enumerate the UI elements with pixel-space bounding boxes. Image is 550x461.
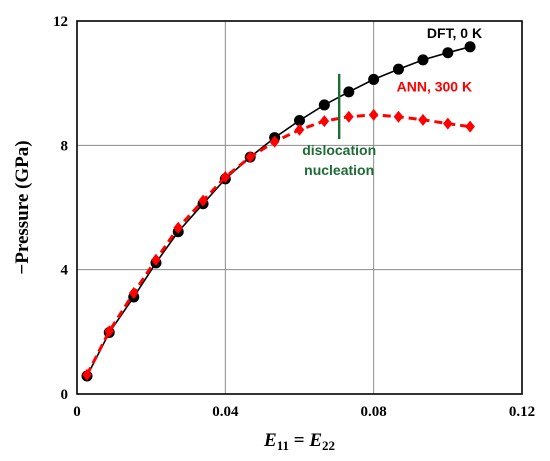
- y-tick-labels: 0 4 8 12: [53, 14, 69, 403]
- annotation-line-2: nucleation: [304, 162, 374, 178]
- x-tick-label: 0.12: [509, 404, 535, 420]
- data-point: [294, 123, 305, 136]
- data-point: [269, 135, 280, 148]
- y-tick-label: 8: [61, 138, 69, 154]
- grid: [77, 21, 522, 394]
- data-point: [173, 221, 184, 234]
- data-point: [198, 194, 208, 207]
- series-layer: [81, 41, 476, 382]
- plot-frame: [76, 20, 523, 395]
- x-tick-labels: 0 0.04 0.08 0.12: [73, 404, 535, 420]
- series-line: [86, 46, 471, 377]
- data-point: [319, 115, 330, 128]
- data-point: [417, 54, 429, 66]
- series-ann: [82, 108, 475, 381]
- data-point: [464, 41, 476, 53]
- data-point: [393, 110, 404, 123]
- annotation-line-1: dislocation: [302, 142, 376, 158]
- data-point: [343, 86, 355, 98]
- data-point: [82, 368, 92, 381]
- data-point: [104, 325, 115, 338]
- y-axis-label: −Pressure (GPa): [12, 140, 33, 274]
- data-point: [245, 151, 255, 164]
- data-point: [294, 114, 305, 126]
- data-point: [151, 253, 161, 266]
- data-point: [344, 110, 354, 123]
- x-axis-label: E11 = E22: [263, 430, 335, 453]
- y-tick-label: 0: [61, 387, 69, 403]
- data-point: [393, 63, 405, 75]
- legend-dft: DFT, 0 K: [427, 25, 482, 41]
- data-point: [128, 286, 139, 299]
- data-point: [368, 73, 380, 85]
- data-point: [465, 120, 475, 133]
- x-tick-label: 0.04: [212, 404, 239, 420]
- data-point: [318, 99, 330, 111]
- x-tick-label: 0.08: [361, 404, 387, 420]
- y-tick-label: 4: [61, 263, 69, 279]
- series-line: [85, 113, 471, 376]
- data-point: [418, 113, 428, 126]
- data-point: [220, 171, 231, 184]
- legend-ann: ANN, 300 K: [397, 79, 472, 95]
- y-tick-label: 12: [53, 14, 68, 30]
- data-point: [368, 108, 379, 121]
- data-point: [443, 117, 453, 130]
- x-tick-label: 0: [73, 404, 81, 420]
- data-point: [442, 47, 454, 59]
